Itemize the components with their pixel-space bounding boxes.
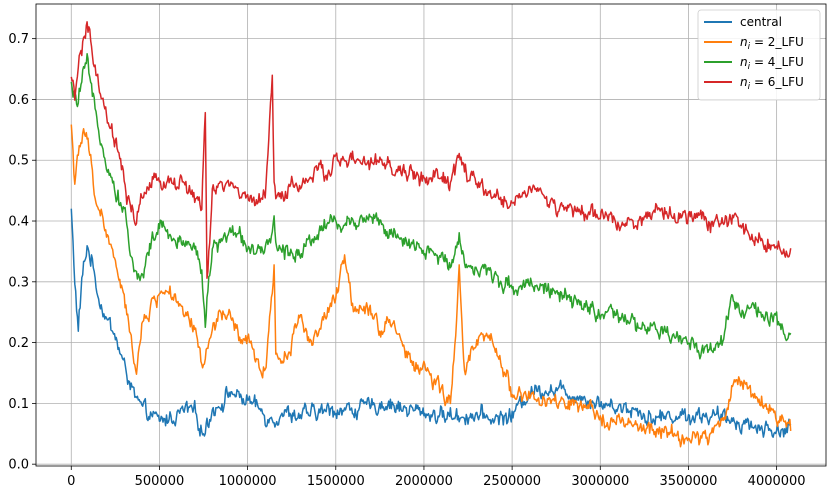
- plot-frame: [35, 3, 827, 467]
- plot-series: [70, 21, 792, 448]
- x-tick-label: 500000: [135, 474, 185, 489]
- axes: 0 500000 1000000 1500000 2000000 2500000 30000…: [8, 32, 805, 489]
- series-line: [70, 21, 792, 279]
- y-tick-label: 0.7: [8, 32, 29, 47]
- x-tick-label: 1500000: [307, 474, 365, 489]
- y-tick-label: 0.6: [8, 93, 29, 108]
- x-tick-label: 2500000: [483, 474, 541, 489]
- legend-label: central: [740, 15, 782, 29]
- y-tick-label: 0.4: [8, 215, 29, 230]
- x-tick-label: 3000000: [571, 474, 629, 489]
- y-tick-label: 0.0: [8, 458, 29, 473]
- series-line: [70, 53, 792, 360]
- y-tick-label: 0.3: [8, 275, 29, 290]
- legend-label: ni = 6_LFU: [740, 75, 804, 92]
- x-tick-label: 0: [67, 474, 75, 489]
- x-tick-label: 1000000: [219, 474, 277, 489]
- y-tick-label: 0.2: [8, 336, 29, 351]
- x-tick-label: 2000000: [395, 474, 453, 489]
- legend-label: ni = 2_LFU: [740, 35, 804, 52]
- series-line: [70, 124, 792, 448]
- legend-label: ni = 4_LFU: [740, 55, 804, 72]
- y-tick-label: 0.1: [8, 397, 29, 412]
- series-line: [70, 208, 792, 438]
- x-tick-label: 4000000: [748, 474, 806, 489]
- y-tick-label: 0.5: [8, 154, 29, 169]
- x-tick-label: 3500000: [660, 474, 718, 489]
- legend-box: [697, 9, 821, 101]
